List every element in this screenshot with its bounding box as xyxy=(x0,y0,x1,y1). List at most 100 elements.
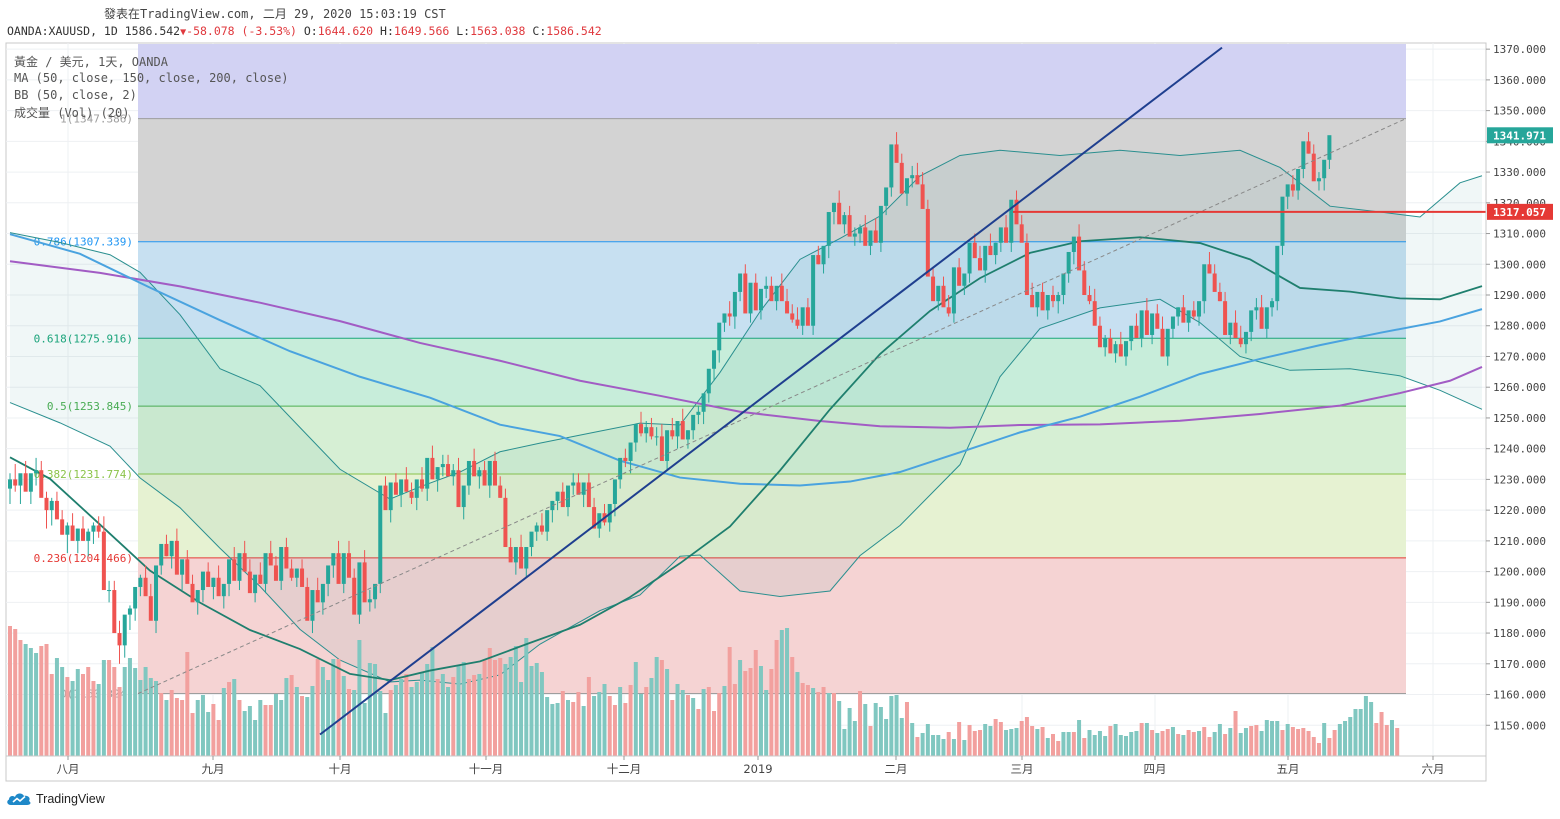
candle-body xyxy=(1176,307,1181,317)
y-tick-label: 1270.000 xyxy=(1493,350,1546,363)
volume-bar xyxy=(659,660,664,756)
candle-body xyxy=(112,590,117,634)
ma150-line xyxy=(9,233,1483,487)
volume-bar xyxy=(1275,721,1280,756)
volume-bar xyxy=(753,650,758,756)
y-tick-label: 1180.000 xyxy=(1493,627,1546,640)
fib-level-label: 0.786(1307.339) xyxy=(34,236,133,249)
volume-bar xyxy=(805,685,810,756)
candle-body xyxy=(419,479,424,489)
volume-bar xyxy=(1176,734,1181,756)
volume-bar xyxy=(1118,735,1123,756)
bb-fill xyxy=(10,150,1482,685)
candle-body xyxy=(435,467,440,480)
candle-body xyxy=(539,525,544,532)
volume-bar xyxy=(419,672,424,756)
x-tick-label: 三月 xyxy=(1011,762,1034,776)
volume-bar xyxy=(1124,736,1129,756)
volume-bar xyxy=(414,682,419,756)
candle-body xyxy=(44,497,49,511)
candle-body xyxy=(779,285,784,302)
volume-bar xyxy=(430,647,435,756)
legend-volume[interactable]: 成交量 (Vol) (20) xyxy=(14,106,130,120)
volume-bar xyxy=(612,705,617,756)
candle-body xyxy=(858,227,863,234)
candle-body xyxy=(1113,344,1118,354)
volume-bar xyxy=(618,687,623,756)
bb-upper-line xyxy=(9,298,1483,685)
volume-bar xyxy=(847,708,852,756)
candle-body xyxy=(957,267,962,286)
volume-bar xyxy=(1009,729,1014,756)
candle-body xyxy=(195,590,200,603)
volume-bar xyxy=(1290,727,1295,756)
open-label: O: xyxy=(303,24,318,38)
candle-body xyxy=(393,482,398,495)
y-tick-label: 1370.000 xyxy=(1493,43,1546,56)
candle-body xyxy=(211,577,216,587)
volume-bar xyxy=(654,657,659,756)
candle-body xyxy=(1264,307,1269,329)
candle-body xyxy=(633,424,638,443)
volume-bar xyxy=(49,674,54,756)
volume-bar xyxy=(1144,723,1149,756)
candle-body xyxy=(320,583,325,603)
candle-body xyxy=(472,460,477,477)
bb-lower-line xyxy=(9,149,1483,500)
candle-body xyxy=(388,482,393,511)
x-tick-label: 二月 xyxy=(885,762,908,776)
volume-bar xyxy=(691,698,696,756)
candle-body xyxy=(1097,325,1102,348)
volume-bar xyxy=(884,719,889,756)
volume-bar xyxy=(1389,720,1394,756)
volume-bar xyxy=(148,678,153,756)
candle-body xyxy=(300,568,305,587)
volume-bar xyxy=(623,703,628,756)
volume-bar xyxy=(39,646,44,756)
candle-body xyxy=(946,307,951,314)
tradingview-logo[interactable]: TradingView xyxy=(6,791,105,807)
candle-body xyxy=(346,553,351,578)
candle-body xyxy=(164,543,169,557)
volume-bar xyxy=(1249,726,1254,756)
volume-bar xyxy=(732,684,737,756)
volume-bar xyxy=(1270,721,1275,756)
candle-body xyxy=(1108,338,1113,354)
volume-bar xyxy=(65,677,70,756)
legend-bb[interactable]: BB (50, close, 2) xyxy=(14,88,137,102)
candle-body xyxy=(446,464,451,477)
volume-bar xyxy=(190,713,195,756)
candle-body xyxy=(566,485,571,508)
x-tick-label: 九月 xyxy=(202,762,225,776)
candle-body xyxy=(727,313,732,317)
candle-body xyxy=(1139,310,1144,339)
candle-body xyxy=(868,230,873,246)
candle-body xyxy=(1186,310,1191,323)
candle-body xyxy=(821,245,826,265)
volume-bar xyxy=(1311,737,1316,756)
candle-body xyxy=(461,485,466,508)
legend-ma[interactable]: MA (50, close, 150, close, 200, close) xyxy=(14,71,289,85)
last-price: 1586.542 xyxy=(124,24,181,38)
candle-body xyxy=(519,547,524,569)
candle-body xyxy=(925,208,930,277)
candle-body xyxy=(748,282,753,314)
candle-body xyxy=(983,245,988,271)
volume-bar xyxy=(899,718,904,756)
volume-bar xyxy=(362,703,367,756)
volume-bar xyxy=(1191,732,1196,756)
x-tick-label: 十一月 xyxy=(469,762,504,776)
volume-bar xyxy=(237,700,242,756)
volume-bar xyxy=(920,733,925,756)
volume-bar xyxy=(675,684,680,756)
candle-body xyxy=(1170,316,1175,329)
candle-body xyxy=(143,577,148,597)
candle-body xyxy=(1118,344,1123,357)
volume-bar xyxy=(586,677,591,756)
candle-body xyxy=(680,421,685,440)
down-arrow-icon: ▼ xyxy=(180,27,187,38)
candle-body xyxy=(1045,295,1050,311)
volume-bar xyxy=(13,629,18,756)
volume-bar xyxy=(1228,728,1233,756)
